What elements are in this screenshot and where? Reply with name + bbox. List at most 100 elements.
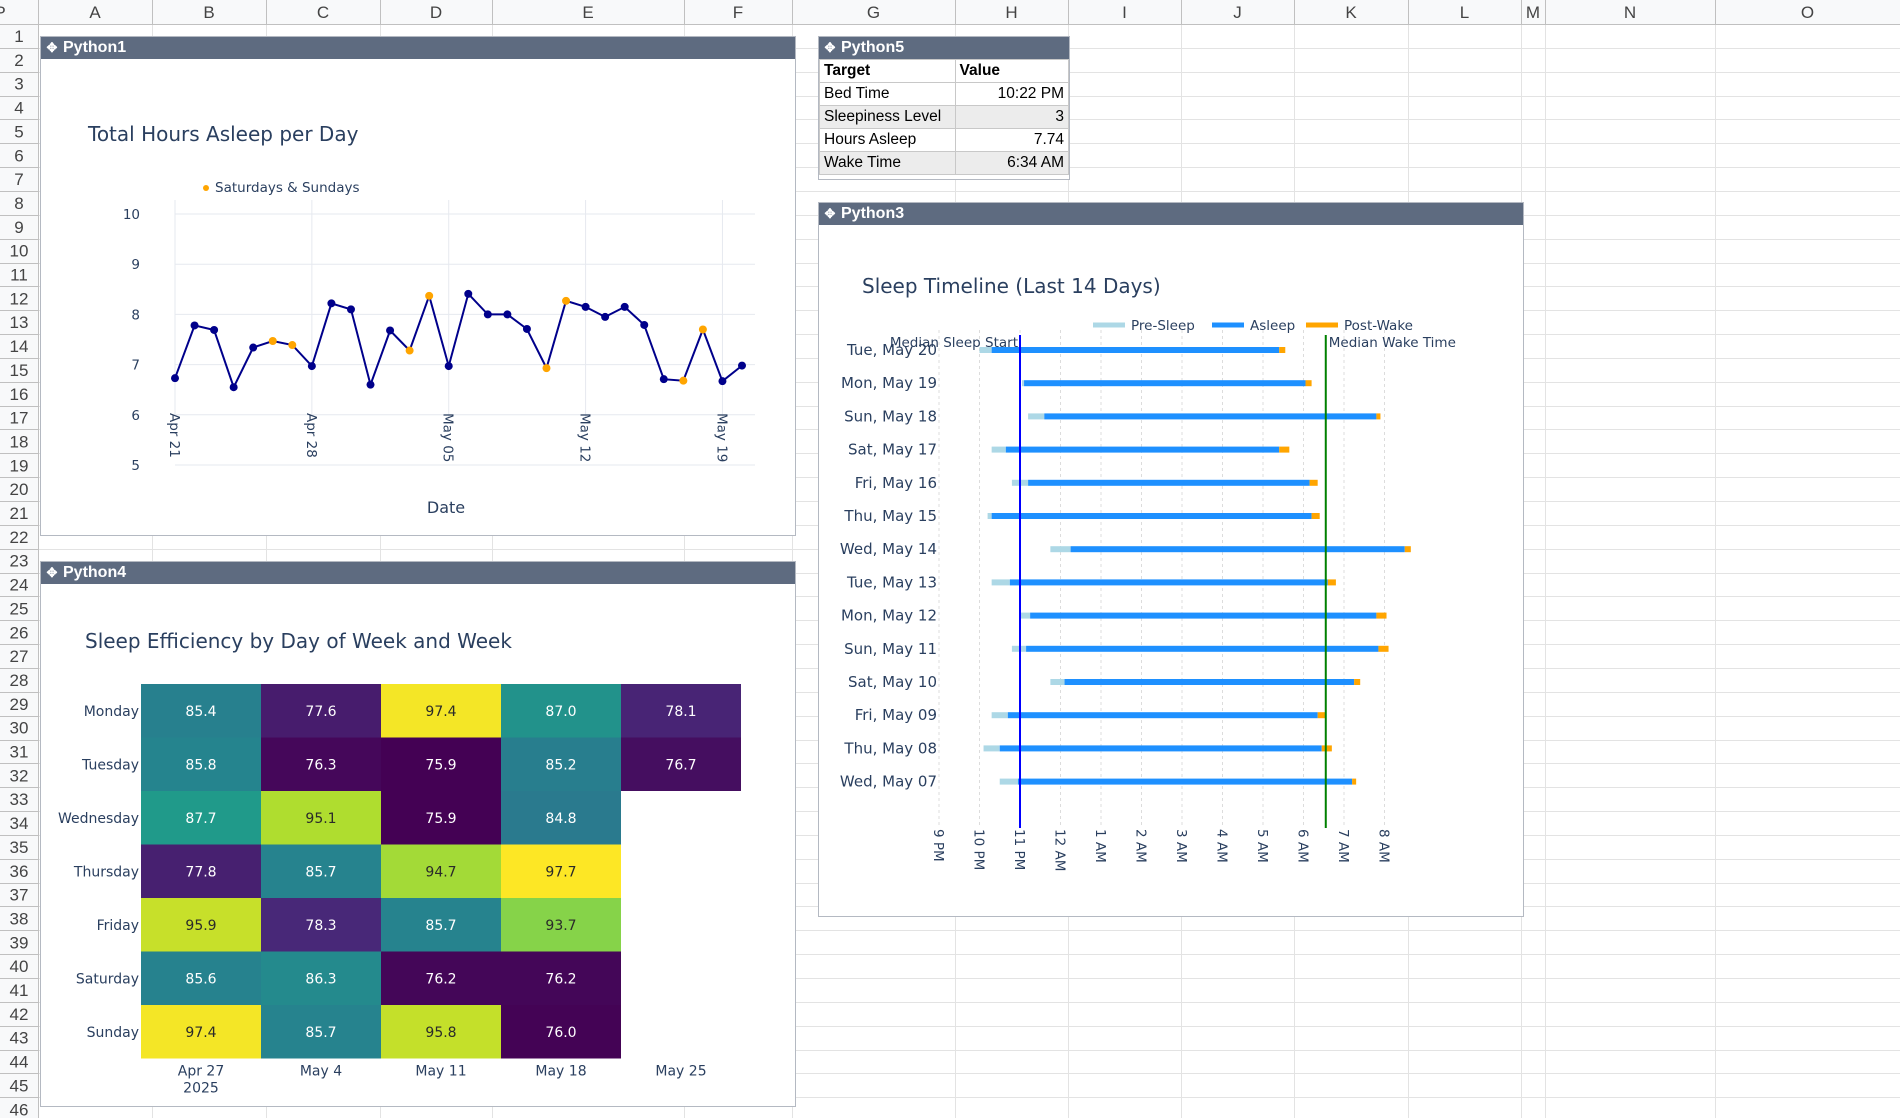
python4-title: Python4: [63, 564, 127, 581]
table-header-row: Target Value: [819, 59, 1070, 83]
y-tick-label: 9: [131, 257, 140, 273]
heatmap-cell-value: 93.7: [545, 918, 576, 934]
asleep-bar: [1044, 413, 1377, 420]
python3-title-bar[interactable]: ✥ Python3: [819, 203, 1523, 225]
data-point: [327, 299, 336, 308]
post-wake-bar: [1327, 579, 1336, 586]
move-handle-icon[interactable]: ✥: [46, 40, 58, 55]
row-header: 31: [10, 743, 29, 762]
post-wake-bar: [1279, 446, 1290, 453]
x-tick-label: 6 AM: [1295, 829, 1311, 863]
x-tick-label: 4 AM: [1214, 829, 1230, 863]
table-row: Wake Time 6:34 AM: [819, 151, 1070, 175]
post-wake-bar: [1279, 347, 1286, 353]
pre-sleep-bar: [1020, 612, 1031, 619]
column-header-bar: [0, 0, 1900, 24]
heatmap-cell-value: 95.1: [305, 811, 336, 827]
heatmap-cell-value: 76.2: [425, 971, 456, 987]
heatmap-cell: [501, 684, 621, 738]
x-tick-label: 11 PM: [1011, 829, 1027, 870]
heatmap-cell: [141, 898, 261, 952]
row-header: 46: [10, 1100, 29, 1118]
chart-title: Sleep Efficiency by Day of Week and Week: [85, 629, 512, 653]
y-tick-label: Sat, May 10: [848, 673, 937, 691]
data-point: [483, 310, 492, 319]
data-point: [640, 320, 649, 329]
pre-sleep-bar: [983, 745, 1000, 752]
python4-title-bar[interactable]: ✥ Python4: [41, 562, 795, 584]
column-header: C: [317, 3, 329, 22]
y-tick-label: Fri, May 09: [855, 706, 937, 724]
y-tick-label: 5: [131, 458, 140, 474]
heatmap-cell: [261, 737, 381, 791]
row-header: 45: [10, 1076, 29, 1095]
python5-title-bar[interactable]: ✥ Python5: [819, 37, 1069, 59]
python3-frame[interactable]: ✥ Python3 Sleep Timeline (Last 14 Days) Pr…: [818, 202, 1524, 917]
heatmap-cell-value: 85.8: [185, 757, 216, 773]
x-tick-label: 7 AM: [1335, 829, 1351, 863]
heatmap-cell-value: 76.7: [665, 757, 696, 773]
x-tick-label: May 05: [440, 413, 456, 462]
column-header: L: [1460, 3, 1469, 22]
chart-title: Total Hours Asleep per Day: [87, 122, 359, 146]
asleep-bar: [1017, 778, 1353, 785]
heatmap-cell: [381, 1005, 501, 1059]
pre-sleep-bar: [991, 579, 1010, 586]
heatmap-row-label: Sunday: [87, 1025, 139, 1041]
row-header: 33: [10, 790, 29, 809]
heatmap-row-label: Saturday: [76, 971, 139, 987]
row-header: 7: [14, 170, 23, 189]
pre-sleep-bar: [1011, 645, 1027, 652]
column-header: I: [1122, 3, 1127, 22]
row-header: 1: [14, 27, 23, 46]
row-header: 12: [10, 289, 29, 308]
heatmap-cell-value: 85.4: [185, 704, 216, 720]
python1-title-bar[interactable]: ✥ Python1: [41, 37, 795, 59]
row-header: 32: [10, 766, 29, 785]
heatmap-cell-value: 75.9: [425, 811, 456, 827]
python5-title: Python5: [841, 39, 905, 56]
row-header: 23: [10, 552, 29, 571]
heatmap-column-label: May 11: [415, 1064, 466, 1080]
pre-sleep-bar: [1028, 413, 1045, 420]
post-wake-bar: [1321, 745, 1332, 752]
heatmap-cell-value: 85.7: [425, 918, 456, 934]
row-header: 24: [10, 576, 29, 595]
post-wake-bar: [1378, 645, 1389, 652]
y-tick-label: 8: [131, 307, 140, 323]
heatmap-cell-value: 75.9: [425, 757, 456, 773]
python4-frame[interactable]: ✥ Python4 Sleep Efficiency by Day of Week…: [40, 561, 796, 1107]
move-handle-icon[interactable]: ✥: [824, 40, 836, 55]
heatmap-cell: [141, 844, 261, 898]
column-header: F: [733, 3, 743, 22]
x-tick-label: 10 PM: [971, 829, 987, 870]
x-tick-label: May 19: [713, 413, 729, 462]
row-header: 34: [10, 814, 29, 833]
python5-frame[interactable]: ✥ Python5 Target Value Bed Time 10:22 PM …: [818, 36, 1070, 180]
median-sleep-start-label: Median Sleep Start: [890, 335, 1018, 351]
data-point: [581, 302, 590, 311]
data-point: [444, 362, 453, 371]
y-tick-label: 6: [131, 408, 140, 424]
move-handle-icon[interactable]: ✥: [824, 206, 836, 221]
heatmap-cell-value: 94.7: [425, 864, 456, 880]
post-wake-bar: [1352, 778, 1357, 785]
heatmap-cell: [381, 844, 501, 898]
table-header-value: Value: [954, 59, 1070, 83]
asleep-bar: [1028, 479, 1310, 486]
move-handle-icon[interactable]: ✥: [46, 565, 58, 580]
heatmap-row-label: Friday: [97, 918, 139, 934]
row-header: 40: [10, 957, 29, 976]
asleep-bar: [1026, 645, 1379, 652]
y-tick-label: Tue, May 13: [846, 573, 937, 591]
y-tick-label: 10: [123, 207, 140, 223]
python1-frame[interactable]: ✥ Python1 Total Hours Asleep per Day Satur…: [40, 36, 796, 536]
target-label: Hours Asleep: [819, 128, 956, 152]
heatmap-cell-value: 95.9: [185, 918, 216, 934]
target-label: Wake Time: [819, 151, 956, 175]
heatmap-cell: [261, 844, 381, 898]
median-wake-label: Median Wake Time: [1329, 335, 1456, 351]
heatmap-cell-value: 95.8: [425, 1025, 456, 1041]
row-header: 42: [10, 1005, 29, 1024]
heatmap-column-label: Apr 27: [178, 1064, 224, 1080]
